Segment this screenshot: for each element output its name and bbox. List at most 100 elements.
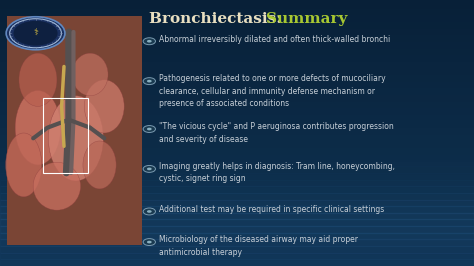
Bar [0, 100, 474, 106]
Bar [0, 86, 474, 93]
Text: Additional test may be required in specific clinical settings: Additional test may be required in speci… [159, 205, 384, 214]
Bar [0, 239, 474, 246]
Ellipse shape [19, 53, 57, 106]
Ellipse shape [72, 53, 108, 96]
Bar [0, 126, 474, 133]
Bar [0, 60, 474, 66]
Bar [0, 146, 474, 153]
Bar [0, 173, 474, 180]
Bar [0, 66, 474, 73]
Circle shape [143, 208, 155, 215]
Bar [0, 219, 474, 226]
Bar [0, 100, 474, 106]
Bar [0, 53, 474, 60]
Bar [0, 113, 474, 120]
Bar [0, 13, 474, 20]
Circle shape [147, 168, 152, 170]
Bar [0, 219, 474, 226]
Bar [0, 106, 474, 113]
Circle shape [147, 80, 152, 82]
Bar [0, 246, 474, 253]
Bar [0, 259, 474, 266]
Circle shape [143, 78, 155, 85]
Bar [0, 73, 474, 80]
Bar [0, 126, 474, 133]
Bar [0, 86, 474, 93]
Bar [0, 33, 474, 40]
Bar [0, 160, 474, 166]
Bar [0, 173, 474, 180]
Bar [0, 80, 474, 86]
Bar [0, 193, 474, 200]
Bar [0, 0, 474, 7]
Bar [0, 40, 474, 47]
Ellipse shape [15, 90, 61, 165]
Circle shape [143, 165, 155, 172]
Bar [0, 180, 474, 186]
Ellipse shape [33, 162, 81, 210]
Ellipse shape [84, 80, 124, 133]
Bar [0, 186, 474, 193]
Text: Pathogenesis related to one or more defects of mucociliary
clearance, cellular a: Pathogenesis related to one or more defe… [159, 74, 385, 108]
Bar [0, 226, 474, 233]
Bar [0, 0, 474, 7]
Circle shape [147, 241, 152, 243]
Bar [0, 60, 474, 66]
Text: "The vicious cycle" and P aeruginosa contributes progression
and severity of dis: "The vicious cycle" and P aeruginosa con… [159, 122, 393, 144]
Text: Imaging greatly helps in diagnosis: Tram line, honeycombing,
cystic, signet ring: Imaging greatly helps in diagnosis: Tram… [159, 162, 395, 184]
Bar [0, 246, 474, 253]
Text: Abnormal irreversibly dilated and often thick-walled bronchi: Abnormal irreversibly dilated and often … [159, 35, 390, 44]
Circle shape [6, 17, 65, 50]
Ellipse shape [83, 141, 116, 189]
Bar [0, 47, 474, 53]
Bar [0, 93, 474, 100]
Bar [0, 146, 474, 153]
Bar [0, 259, 474, 266]
Text: Microbiology of the diseased airway may aid proper
antimicrobial therapy: Microbiology of the diseased airway may … [159, 235, 358, 257]
Bar [0, 93, 474, 100]
Circle shape [13, 21, 58, 46]
Bar [0, 20, 474, 27]
Bar [0, 153, 474, 160]
Text: ⚕: ⚕ [33, 27, 38, 36]
Bar [0, 200, 474, 206]
Bar [0, 20, 474, 27]
Bar [0, 213, 474, 219]
Bar [0, 80, 474, 86]
Bar [0, 253, 474, 259]
Bar [0, 239, 474, 246]
Bar [0, 113, 474, 120]
Bar [0, 206, 474, 213]
Bar [0, 73, 474, 80]
Bar [0, 40, 474, 47]
Bar [0, 13, 474, 20]
Text: Summary: Summary [266, 12, 348, 26]
Circle shape [147, 128, 152, 130]
Bar [0, 226, 474, 233]
Bar [0, 233, 474, 239]
Circle shape [147, 40, 152, 43]
Bar [0, 140, 474, 146]
Bar [0, 206, 474, 213]
Bar [0, 7, 474, 13]
Bar [0, 160, 474, 166]
Bar [0, 166, 474, 173]
Bar [0, 27, 474, 33]
Bar [0, 120, 474, 126]
Bar [7, 16, 142, 245]
Ellipse shape [48, 96, 103, 181]
Circle shape [143, 126, 155, 132]
Bar [0, 133, 474, 140]
Bar [0, 180, 474, 186]
Ellipse shape [6, 133, 42, 197]
Bar [0, 120, 474, 126]
Bar [0, 27, 474, 33]
Bar [0, 47, 474, 53]
Bar [0, 253, 474, 259]
Bar [0, 200, 474, 206]
Circle shape [143, 239, 155, 246]
Bar [0, 166, 474, 173]
Bar [0, 53, 474, 60]
Bar [0, 153, 474, 160]
Bar [0, 213, 474, 219]
